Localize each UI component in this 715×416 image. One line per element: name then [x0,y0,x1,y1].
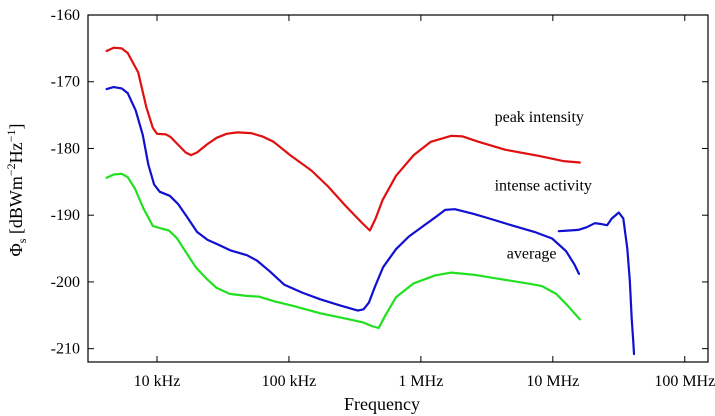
series-lines [105,46,636,356]
y-tick-label: -190 [51,207,80,224]
series-annotations: peak intensity intense activity average [495,109,592,263]
y-tick-label: -170 [51,74,80,91]
series-label-average: average [507,246,557,263]
x-tick-label: 1 MHz [398,373,443,390]
series-line-intense-activity [105,86,581,312]
series-line-peak-intensity [105,46,581,232]
x-tick-label: 10 MHz [526,373,579,390]
y-axis-title-close: ] [6,124,26,130]
y-axis-title-unit: [dBWm [6,176,26,239]
y-tick-label: -200 [51,274,80,291]
tick-labels: 10 kHz 100 kHz 1 MHz 10 MHz 100 MHz -160 -170 -… [51,7,715,390]
x-tick-label: 100 MHz [654,373,715,390]
y-tick-label: -160 [51,7,80,24]
x-tick-label: 100 kHz [262,373,317,390]
plot-frame [87,14,709,363]
series-line-average [105,172,581,330]
x-tick-label: 10 kHz [134,373,181,390]
y-axis-title-exp2: −1 [4,130,18,143]
series-label-peak-intensity: peak intensity [495,109,584,126]
y-axis-title-exp1: −2 [4,163,18,176]
y-axis-title-subscript: s [15,238,29,243]
x-axis-title: Frequency [344,394,420,414]
y-axis-title-hz: Hz [6,142,26,163]
axis-ticks [88,14,708,362]
y-tick-label: -210 [51,341,80,358]
y-axis-title-symbol: Φ [6,243,26,256]
series-line-intense-activity-segment-2 [557,211,636,356]
y-axis-title: Φs [dBWm−2Hz−1] [4,124,29,257]
y-tick-label: -180 [51,140,80,157]
series-label-intense-activity: intense activity [495,178,592,195]
